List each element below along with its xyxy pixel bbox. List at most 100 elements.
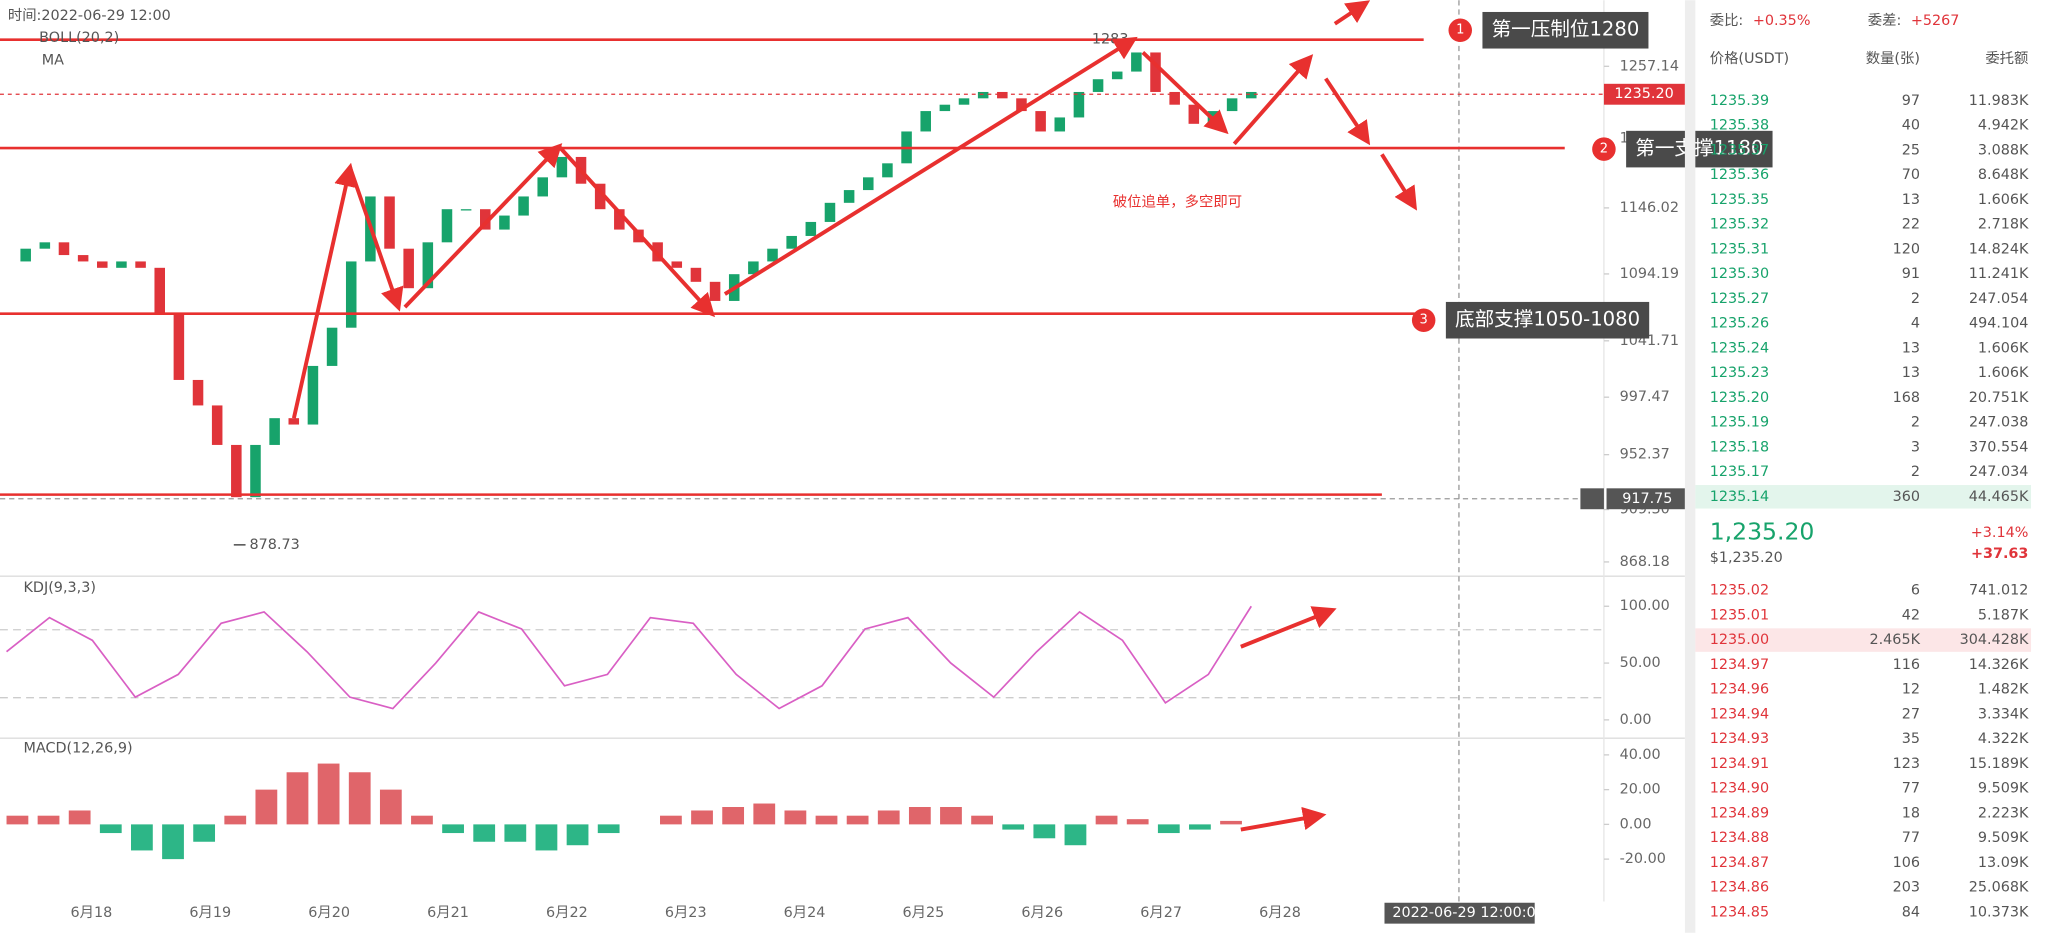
macd-bar: [940, 807, 962, 825]
macd-bar: [411, 815, 433, 825]
macd-bar: [162, 824, 184, 860]
macd-bar: [815, 815, 838, 825]
macd-bar: [846, 815, 869, 825]
x-tick-label: 6月27: [1140, 905, 1182, 921]
candle: [211, 405, 223, 445]
quantity: 13: [1902, 340, 1920, 356]
level-number: 3: [1420, 313, 1428, 328]
price: 1235.23: [1710, 365, 1769, 381]
price: 1235.38: [1710, 118, 1769, 134]
price: 1234.94: [1710, 706, 1769, 722]
price: 1235.20: [1710, 390, 1769, 406]
macd-bar: [597, 824, 620, 834]
quantity: 2.465K: [1869, 632, 1920, 648]
candle: [97, 261, 108, 268]
ma-label: MA: [42, 52, 64, 68]
level-text: 第一支撑1180: [1635, 137, 1763, 160]
amount: 247.054: [1969, 291, 2028, 307]
candle: [116, 261, 127, 268]
quantity: 168: [1893, 390, 1920, 406]
macd-bar: [6, 815, 29, 825]
candle: [594, 183, 606, 210]
last-price: 1,235.20: [1710, 518, 1815, 546]
macd-bar: [37, 815, 60, 825]
change-pct: +3.14%: [1971, 525, 2029, 541]
amount: 14.326K: [1969, 657, 2029, 673]
macd-bar: [535, 824, 558, 851]
candle: [977, 91, 989, 99]
macd-bar: [753, 803, 776, 825]
amount: 13.09K: [1978, 855, 2029, 871]
level-badge: [1592, 137, 1616, 161]
amount: 20.751K: [1969, 390, 2029, 406]
candle: [1169, 91, 1180, 105]
candle: [709, 281, 721, 301]
candle: [441, 209, 453, 243]
candle: [614, 209, 625, 230]
amount: 11.241K: [1969, 266, 2029, 282]
price: 1235.01: [1710, 607, 1769, 623]
candle: [1111, 71, 1123, 80]
level-box: [1445, 301, 1650, 339]
amount: 370.554: [1969, 439, 2028, 455]
x-tick-label: 6月24: [784, 905, 826, 921]
price-tag: [1603, 83, 1685, 105]
macd-bar: [1064, 824, 1087, 846]
candle: [690, 267, 702, 282]
amount: 3.334K: [1978, 706, 2029, 722]
candle: [480, 209, 491, 230]
candle: [307, 365, 319, 425]
price: 1234.96: [1710, 682, 1769, 698]
quantity: 27: [1902, 706, 1920, 722]
candle: [20, 248, 31, 262]
macd-bar: [379, 789, 402, 825]
candle: [192, 379, 204, 406]
amount: 4.942K: [1978, 118, 2029, 134]
candle: [1035, 111, 1046, 132]
macd-bar: [566, 824, 589, 846]
quantity: 13: [1902, 365, 1920, 381]
low-label: 878.73: [249, 537, 299, 553]
quantity: 2: [1911, 415, 1920, 431]
chart-bg: [0, 0, 1685, 933]
price: 1235.37: [1710, 142, 1769, 158]
price: 1235.30: [1710, 266, 1769, 282]
amount: 1.482K: [1978, 682, 2029, 698]
amount: 11.983K: [1969, 93, 2029, 109]
quantity: 203: [1893, 880, 1920, 896]
row-highlight: [1695, 485, 2032, 509]
macd-bar: [660, 815, 682, 825]
arrows: [291, 0, 1418, 832]
level-box: [1482, 11, 1649, 49]
price: 1235.31: [1710, 241, 1769, 257]
macd-bar: [971, 815, 993, 825]
column-header: 委托额: [1985, 50, 2028, 67]
amount: 247.034: [1969, 464, 2028, 480]
amount: 3.088K: [1978, 142, 2029, 158]
candle: [154, 267, 165, 314]
quantity: 42: [1902, 607, 1920, 623]
price: 1234.86: [1710, 880, 1769, 896]
candle: [997, 91, 1008, 99]
macd-bar: [348, 772, 371, 825]
quantity: 2: [1911, 291, 1920, 307]
candle: [824, 202, 836, 222]
quantity: 35: [1902, 731, 1920, 747]
y-tick-label: 997.47: [1620, 389, 1670, 405]
k-line: [6, 605, 1252, 710]
quantity: 70: [1902, 167, 1920, 183]
candle: [786, 235, 797, 249]
macd-bar: [473, 824, 496, 842]
row-highlight: [1695, 628, 2032, 652]
price: 1235.32: [1710, 217, 1769, 233]
candle: [1226, 98, 1238, 112]
column-header: 数量(张): [1866, 50, 1920, 67]
note: 破位追单，多空即可: [1113, 194, 1242, 211]
candle: [556, 156, 568, 178]
candle: [1092, 79, 1104, 92]
macd-bar: [317, 763, 340, 825]
candle: [1188, 104, 1200, 124]
cursor-tag: [1606, 488, 1685, 510]
